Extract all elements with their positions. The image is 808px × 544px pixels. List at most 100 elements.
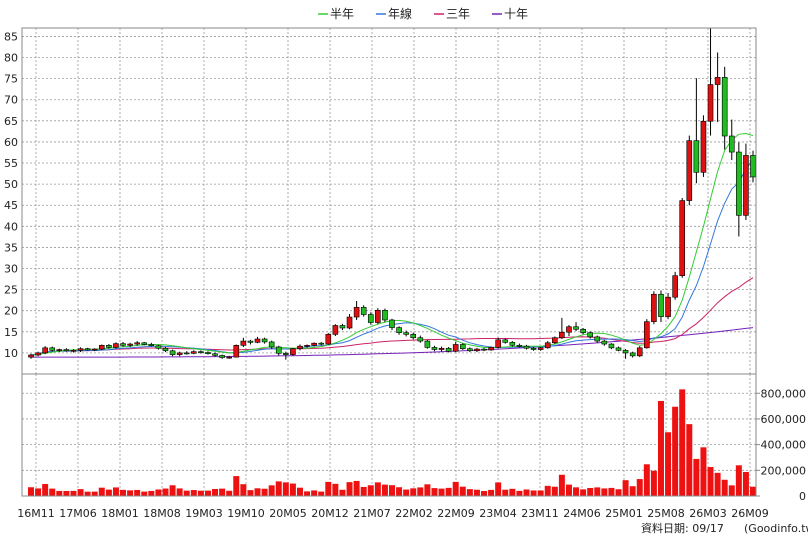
candle-body-52 (396, 327, 402, 333)
price-tick-15: 85 (4, 30, 18, 43)
volume-bar-31 (247, 490, 254, 496)
volume-bar-75 (558, 474, 565, 496)
volume-bar-41 (318, 491, 325, 496)
x-tick-13: 24M06 (563, 507, 601, 520)
candle-body-86 (636, 347, 643, 357)
volume-bar-66 (495, 482, 502, 496)
volume-bar-6 (70, 490, 77, 496)
legend-label-1: 年線 (388, 6, 412, 21)
candle-body-16 (141, 342, 148, 345)
x-axis-labels: 16M11 17M06 18M01 18M08 19M03 19M10 20M05 20M12… (17, 507, 769, 520)
candle-body-68 (509, 342, 516, 346)
candle-body-49 (375, 309, 381, 323)
x-tick-1: 17M06 (59, 507, 97, 520)
candle-body-76 (566, 326, 572, 333)
volume-bar-98 (721, 479, 728, 496)
volume-bar-33 (261, 488, 268, 496)
legend-label-0: 半年 (330, 7, 354, 21)
volume-bar-13 (120, 489, 127, 496)
volume-bar-2 (42, 484, 49, 496)
candle-body-43 (332, 325, 339, 335)
legend: 半年 年線 三年 十年 (318, 6, 528, 21)
volume-bar-30 (240, 484, 247, 496)
price-tick-9: 55 (4, 157, 18, 170)
x-tick-11: 23M04 (479, 507, 517, 520)
volume-bar-61 (459, 486, 466, 496)
candle-body-63 (474, 348, 480, 352)
candle-body-95 (700, 120, 707, 173)
candle-body-47 (360, 307, 367, 315)
x-tick-0: 16M11 (17, 507, 55, 520)
volume-bar-27 (219, 488, 226, 496)
volume-bar-71 (530, 490, 537, 496)
candle-body-42 (325, 334, 332, 345)
volume-bar-10 (98, 487, 105, 496)
volume-bar-99 (728, 485, 735, 496)
volume-bar-5 (63, 490, 70, 496)
volume-bar-59 (445, 487, 452, 496)
volume-bar-18 (155, 489, 162, 496)
candle-body-89 (658, 293, 664, 317)
candle-body-98 (721, 77, 728, 137)
volume-bar-8 (84, 491, 91, 496)
candle-body-59 (445, 347, 452, 352)
volume-bar-48 (367, 485, 374, 496)
volume-bar-84 (622, 480, 629, 496)
volume-bar-29 (233, 476, 240, 496)
volume-bar-15 (134, 489, 141, 496)
x-tick-2: 18M01 (101, 507, 139, 520)
volume-bar-4 (56, 490, 63, 496)
volume-bar-1 (35, 488, 42, 496)
volume-bar-0 (28, 487, 34, 496)
price-tick-2: 20 (4, 305, 18, 318)
volume-bar-101 (742, 471, 749, 496)
price-tick-1: 15 (4, 326, 18, 339)
source-label: (Goodinfo.tw) (744, 522, 808, 535)
x-tick-15: 25M08 (647, 507, 685, 520)
volume-bar-49 (374, 482, 381, 496)
candle-body-94 (693, 140, 700, 173)
volume-bar-54 (410, 488, 417, 496)
candle-body-102 (750, 155, 756, 178)
x-tick-8: 21M07 (353, 507, 391, 520)
volume-bar-83 (615, 489, 622, 496)
candle-body-4 (56, 349, 63, 351)
volume-bar-92 (679, 389, 686, 496)
volume-bar-21 (176, 488, 183, 496)
candle-body-44 (339, 325, 346, 329)
volume-bar-90 (665, 432, 672, 496)
candle-body-51 (389, 319, 395, 328)
volume-bar-24 (197, 490, 204, 496)
volume-bar-53 (403, 489, 410, 496)
candle-body-6 (70, 350, 77, 352)
price-tick-4: 30 (4, 263, 18, 276)
candle-body-101 (743, 155, 749, 216)
volume-bar-70 (523, 489, 530, 496)
volume-bar-85 (629, 486, 636, 496)
candle-body-96 (707, 84, 714, 122)
volume-bar-40 (311, 490, 318, 496)
candle-body-39 (304, 345, 310, 347)
candle-body-19 (162, 347, 169, 352)
volume-bar-93 (686, 424, 693, 496)
candle-body-77 (573, 326, 579, 330)
volume-bar-64 (481, 491, 488, 496)
candle-body-92 (679, 200, 686, 276)
candle-body-41 (318, 342, 325, 345)
candle-body-64 (481, 348, 487, 351)
candle-body-53 (403, 332, 409, 335)
candle-body-15 (134, 342, 140, 345)
x-tick-16: 26M03 (689, 507, 727, 520)
candle-body-97 (714, 77, 721, 85)
volume-bars (28, 389, 756, 496)
volume-bar-67 (502, 489, 509, 496)
volume-bar-68 (509, 488, 516, 496)
volume-bar-63 (473, 489, 480, 496)
volume-bar-23 (190, 490, 197, 496)
plot-frame (21, 27, 757, 497)
volume-bar-22 (183, 490, 190, 496)
volume-bar-86 (636, 479, 643, 496)
volume-bar-32 (254, 488, 261, 496)
volume-bar-58 (438, 488, 445, 496)
volume-bar-7 (77, 489, 84, 496)
